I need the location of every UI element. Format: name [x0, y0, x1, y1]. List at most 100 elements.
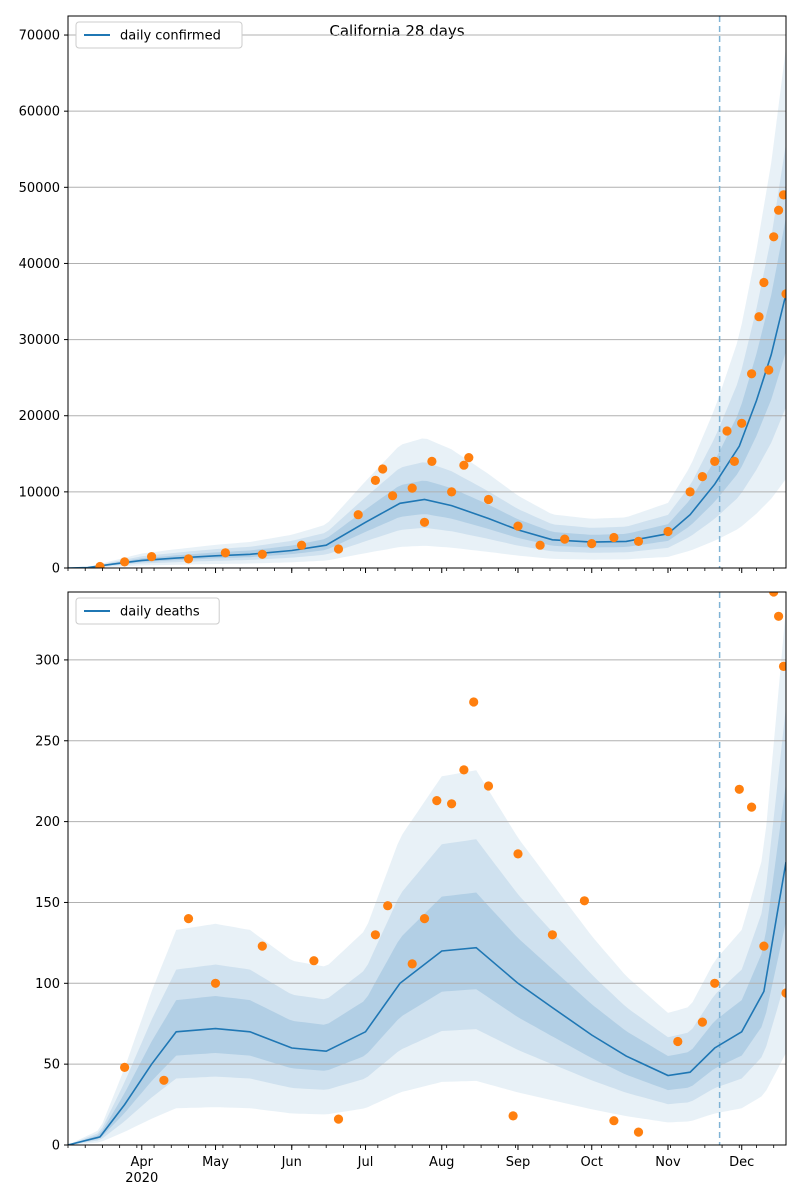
series-line	[68, 861, 786, 1145]
data-point	[769, 592, 779, 597]
data-point	[697, 1017, 708, 1027]
data-point	[183, 554, 194, 564]
data-point	[407, 959, 417, 969]
data-point	[432, 796, 442, 806]
data-point	[407, 483, 417, 493]
data-point	[419, 914, 430, 924]
x-tick-label: Sep	[506, 1155, 531, 1170]
data-point	[769, 232, 779, 242]
data-point	[508, 1111, 518, 1121]
data-point	[459, 765, 469, 775]
x-tick-label: May	[202, 1155, 229, 1170]
confirmed-panel: 0 10000 20000 30000 40000 50000 60000 70000 dail…	[19, 15, 787, 577]
y-tick-label: 0	[52, 1139, 60, 1154]
data-point	[774, 611, 784, 621]
data-point	[120, 1062, 130, 1072]
x-tick-label: Aug	[429, 1155, 454, 1170]
data-point	[183, 914, 194, 924]
data-point	[710, 456, 720, 466]
axes-frame	[67, 15, 787, 569]
data-point	[257, 941, 267, 951]
data-point	[778, 190, 786, 200]
uncertainty-bands	[68, 607, 786, 1145]
plot-area	[68, 592, 786, 1145]
uncertainty-band	[68, 706, 786, 1145]
data-point	[483, 781, 494, 791]
data-point	[609, 1116, 619, 1126]
y-tick-label: 70000	[19, 29, 60, 44]
data-point	[710, 978, 720, 988]
x-tick-label: Oct	[581, 1155, 603, 1170]
uncertainty-band	[68, 217, 786, 568]
legend-label: daily deaths	[120, 605, 200, 620]
axes-frame	[67, 591, 787, 1146]
uncertainty-bands	[68, 47, 786, 568]
data-point	[464, 453, 474, 463]
data-point	[547, 930, 558, 940]
x-tick-label: Dec	[729, 1155, 754, 1170]
data-point	[210, 978, 221, 988]
data-point	[159, 1075, 169, 1085]
y-tick-label: 50000	[19, 181, 60, 196]
data-point	[309, 956, 319, 966]
legend-box	[75, 597, 220, 625]
data-point	[764, 365, 774, 375]
data-point	[513, 521, 523, 531]
data-point	[447, 487, 457, 497]
data-point	[587, 539, 597, 549]
data-point	[459, 460, 469, 470]
data-point	[609, 532, 619, 543]
data-point	[579, 896, 590, 906]
y-tick-label: 20000	[19, 409, 60, 424]
data-point	[333, 544, 344, 554]
uncertainty-band	[68, 143, 786, 568]
data-point	[759, 277, 769, 288]
data-point	[419, 517, 430, 527]
data-point	[737, 418, 747, 428]
y-tick-label: 150	[35, 896, 60, 911]
data-point	[220, 548, 230, 558]
x-tick-label: Nov	[655, 1155, 681, 1170]
data-point	[560, 534, 570, 544]
y-tick-label: 200	[35, 815, 60, 830]
data-point	[729, 456, 740, 466]
data-point	[781, 988, 786, 998]
y-tick-label: 40000	[19, 257, 60, 272]
data-point	[722, 426, 732, 436]
data-point	[685, 487, 695, 497]
data-point	[378, 464, 388, 474]
data-point	[383, 901, 393, 911]
legend-label: daily confirmed	[120, 29, 221, 44]
data-point	[353, 510, 363, 520]
data-point	[754, 312, 764, 322]
data-point	[673, 1036, 683, 1047]
data-point	[633, 536, 644, 547]
data-point	[747, 369, 757, 379]
data-point	[747, 802, 757, 812]
data-point	[469, 697, 479, 707]
x-tick-label: Jul	[357, 1155, 374, 1170]
data-point	[759, 941, 769, 951]
data-point	[778, 661, 786, 671]
data-point	[427, 456, 437, 466]
data-point	[781, 289, 786, 299]
data-point	[370, 475, 380, 485]
data-point	[483, 494, 494, 505]
data-point	[370, 930, 380, 940]
uncertainty-band	[68, 782, 786, 1145]
y-tick-label: 10000	[19, 485, 60, 500]
data-point	[147, 552, 157, 562]
uncertainty-band	[68, 47, 786, 568]
x-year-label: 2020	[125, 1171, 158, 1186]
data-point	[663, 526, 673, 537]
y-tick-label: 250	[35, 734, 60, 749]
legend-box	[75, 21, 243, 49]
data-point	[633, 1127, 644, 1137]
data-point	[333, 1114, 344, 1124]
data-point	[774, 205, 784, 215]
y-tick-label: 300	[35, 653, 60, 668]
data-point	[95, 561, 105, 568]
data-point	[697, 472, 708, 482]
